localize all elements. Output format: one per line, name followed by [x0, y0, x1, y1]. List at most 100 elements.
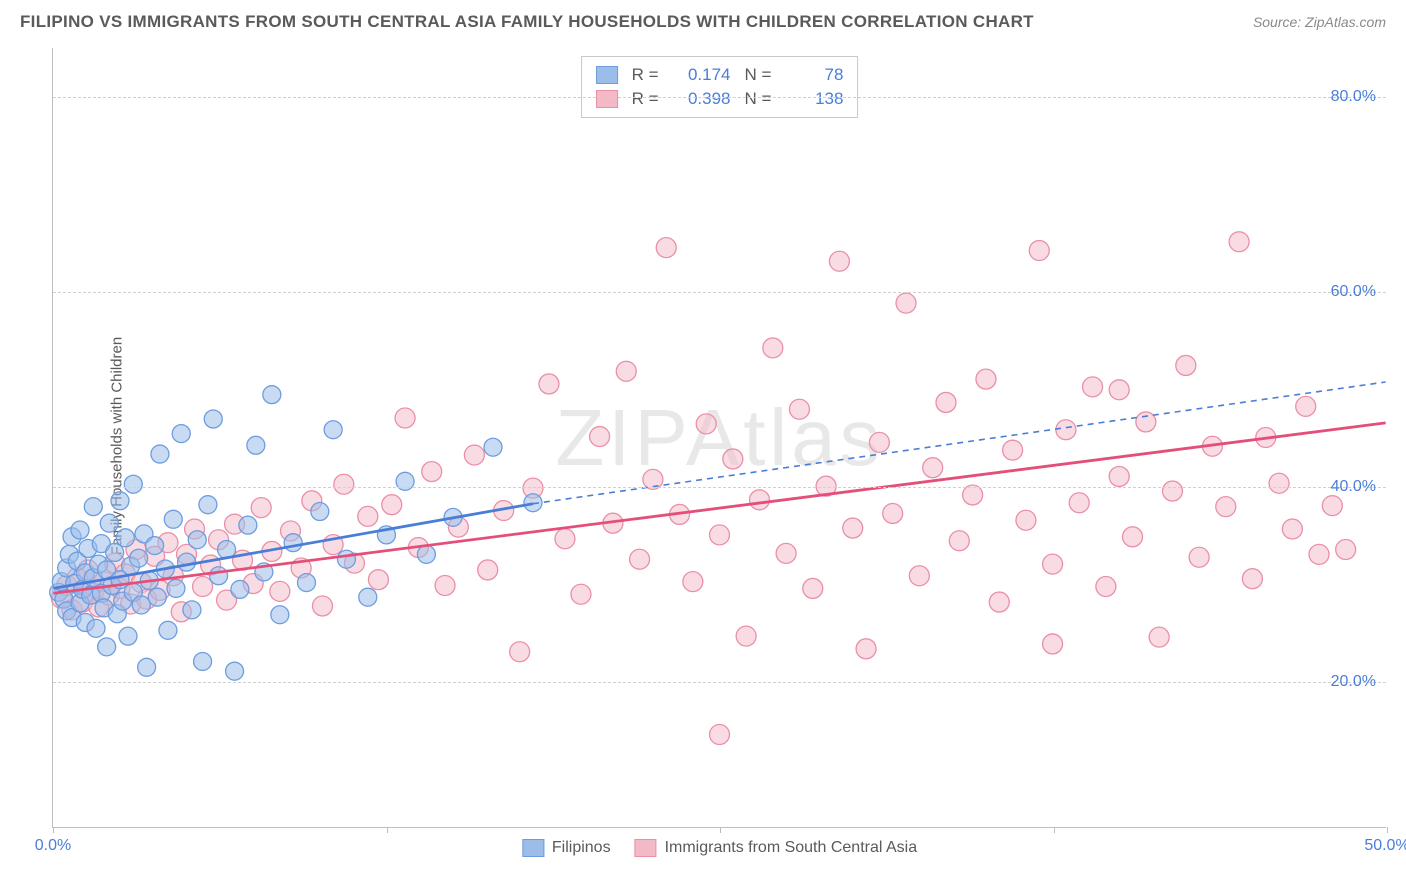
scatter-point — [435, 576, 455, 596]
scatter-point — [100, 514, 118, 532]
scatter-point — [723, 449, 743, 469]
x-tick-mark — [387, 827, 388, 833]
scatter-point — [188, 531, 206, 549]
legend-item-filipinos: Filipinos — [522, 839, 611, 857]
scatter-point — [1096, 576, 1116, 596]
scatter-point — [963, 485, 983, 505]
scatter-point — [1296, 396, 1316, 416]
scatter-point — [1269, 473, 1289, 493]
scatter-point — [1149, 627, 1169, 647]
chart-header: FILIPINO VS IMMIGRANTS FROM SOUTH CENTRA… — [0, 0, 1406, 40]
scatter-point — [1003, 440, 1023, 460]
plot-area: ZIPAtlas R = 0.174 N = 78 R = 0.398 N = … — [52, 48, 1386, 828]
scatter-point — [194, 652, 212, 670]
scatter-point — [1162, 481, 1182, 501]
scatter-point — [555, 529, 575, 549]
scatter-point — [696, 414, 716, 434]
swatch-immigrants-bottom — [635, 839, 657, 857]
scatter-point — [251, 498, 271, 518]
scatter-point — [656, 238, 676, 258]
scatter-point — [1242, 569, 1262, 589]
grid-line — [53, 682, 1386, 683]
scatter-point — [324, 421, 342, 439]
scatter-point — [923, 458, 943, 478]
scatter-point — [337, 550, 355, 568]
x-tick-mark — [1054, 827, 1055, 833]
scatter-point — [789, 399, 809, 419]
scatter-point — [98, 638, 116, 656]
scatter-point — [270, 581, 290, 601]
scatter-point — [132, 596, 150, 614]
scatter-point — [84, 498, 102, 516]
scatter-point — [1043, 554, 1063, 574]
scatter-point — [989, 592, 1009, 612]
legend-label-immigrants: Immigrants from South Central Asia — [665, 839, 918, 857]
legend-bottom: Filipinos Immigrants from South Central … — [522, 839, 917, 857]
scatter-point — [239, 516, 257, 534]
scatter-point — [358, 506, 378, 526]
scatter-point — [883, 503, 903, 523]
scatter-point — [368, 570, 388, 590]
scatter-point — [1043, 634, 1063, 654]
scatter-point — [524, 494, 542, 512]
scatter-point — [1229, 232, 1249, 252]
scatter-point — [311, 503, 329, 521]
grid-line — [53, 487, 1386, 488]
scatter-point — [976, 369, 996, 389]
grid-line — [53, 97, 1386, 98]
chart-title: FILIPINO VS IMMIGRANTS FROM SOUTH CENTRA… — [20, 12, 1034, 32]
scatter-point — [247, 436, 265, 454]
scatter-point — [856, 639, 876, 659]
scatter-point — [124, 475, 142, 493]
scatter-point — [417, 545, 435, 563]
swatch-filipinos-bottom — [522, 839, 544, 857]
scatter-point — [382, 495, 402, 515]
x-tick-mark — [720, 827, 721, 833]
scatter-point — [422, 462, 442, 482]
x-tick-label: 0.0% — [35, 837, 71, 855]
scatter-point — [630, 549, 650, 569]
scatter-point — [167, 579, 185, 597]
scatter-point — [146, 537, 164, 555]
scatter-point — [71, 521, 89, 539]
x-tick-mark — [1387, 827, 1388, 833]
scatter-point — [164, 510, 182, 528]
scatter-point — [616, 361, 636, 381]
scatter-point — [116, 529, 134, 547]
scatter-point — [1336, 539, 1356, 559]
scatter-point — [949, 531, 969, 551]
scatter-point — [1083, 377, 1103, 397]
scatter-point — [334, 474, 354, 494]
scatter-point — [776, 543, 796, 563]
scatter-point — [87, 619, 105, 637]
scatter-point — [1176, 355, 1196, 375]
scatter-point — [395, 408, 415, 428]
scatter-point — [1136, 412, 1156, 432]
y-tick-label: 20.0% — [1331, 673, 1376, 691]
scatter-point — [231, 580, 249, 598]
scatter-point — [148, 588, 166, 606]
y-tick-label: 80.0% — [1331, 88, 1376, 106]
scatter-point — [178, 553, 196, 571]
scatter-point — [1109, 380, 1129, 400]
scatter-point — [172, 425, 190, 443]
scatter-point — [683, 572, 703, 592]
scatter-point — [1016, 510, 1036, 530]
scatter-svg — [53, 48, 1386, 827]
scatter-point — [263, 386, 281, 404]
scatter-point — [1309, 544, 1329, 564]
grid-line — [53, 292, 1386, 293]
scatter-point — [1069, 493, 1089, 513]
scatter-point — [1029, 241, 1049, 261]
scatter-point — [539, 374, 559, 394]
scatter-point — [1056, 420, 1076, 440]
scatter-point — [119, 627, 137, 645]
scatter-point — [111, 492, 129, 510]
scatter-point — [736, 626, 756, 646]
scatter-point — [590, 427, 610, 447]
scatter-point — [478, 560, 498, 580]
scatter-point — [510, 642, 530, 662]
scatter-point — [284, 534, 302, 552]
scatter-point — [298, 574, 316, 592]
y-tick-label: 60.0% — [1331, 283, 1376, 301]
